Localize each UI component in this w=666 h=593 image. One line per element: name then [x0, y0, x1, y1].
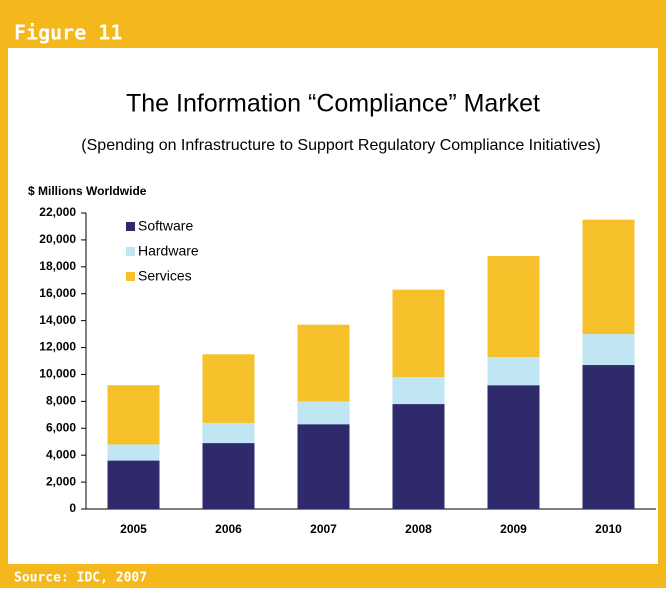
y-tick-label: 2,000	[46, 474, 76, 488]
legend-label: Hardware	[138, 243, 199, 259]
y-tick-label: 16,000	[39, 286, 76, 300]
y-tick-label: 0	[69, 501, 76, 515]
figure-title: Figure 11	[14, 21, 122, 45]
bar-segment	[392, 289, 445, 378]
bar-segment	[107, 444, 160, 461]
chart-title: The Information “Compliance” Market	[126, 90, 540, 118]
bar-segment	[392, 404, 445, 509]
x-tick-label: 2009	[500, 522, 527, 536]
chart-subtitle: (Spending on Infrastructure to Support R…	[81, 137, 600, 154]
x-tick-label: 2007	[310, 522, 337, 536]
x-tick-label: 2010	[595, 522, 622, 536]
legend-swatch	[126, 272, 135, 281]
bar-segment	[487, 385, 540, 509]
legend-label: Services	[138, 268, 192, 284]
bar-segment	[297, 401, 350, 425]
bar-segment	[297, 324, 350, 402]
bar-segment	[582, 365, 635, 509]
y-tick-label: 12,000	[39, 340, 76, 354]
y-tick-label: 6,000	[46, 420, 76, 434]
bar-segment	[487, 256, 540, 357]
x-tick-label: 2006	[215, 522, 242, 536]
x-tick-label: 2005	[120, 522, 147, 536]
bar-segment	[392, 377, 445, 405]
legend-label: Software	[138, 218, 193, 234]
bar-segment	[107, 460, 160, 509]
y-tick-label: 8,000	[46, 394, 76, 408]
y-tick-label: 20,000	[39, 232, 76, 246]
legend-swatch	[126, 247, 135, 256]
bar-segment	[297, 424, 350, 509]
bar-segment	[202, 443, 255, 509]
y-tick-label: 10,000	[39, 367, 76, 381]
bar-segment	[582, 334, 635, 366]
bar-segment	[202, 354, 255, 423]
source: Source: IDC, 2007	[14, 571, 147, 586]
bar-segment	[202, 422, 255, 444]
bar-segment	[487, 356, 540, 386]
y-tick-label: 22,000	[39, 205, 76, 219]
y-tick-label: 14,000	[39, 313, 76, 327]
y-tick-label: 18,000	[39, 259, 76, 273]
y-axis-label: $ Millions Worldwide	[28, 184, 147, 198]
x-tick-label: 2008	[405, 522, 432, 536]
bar-segment	[582, 219, 635, 335]
legend-swatch	[126, 222, 135, 231]
bar-segment	[107, 385, 160, 445]
y-tick-label: 4,000	[46, 447, 76, 461]
